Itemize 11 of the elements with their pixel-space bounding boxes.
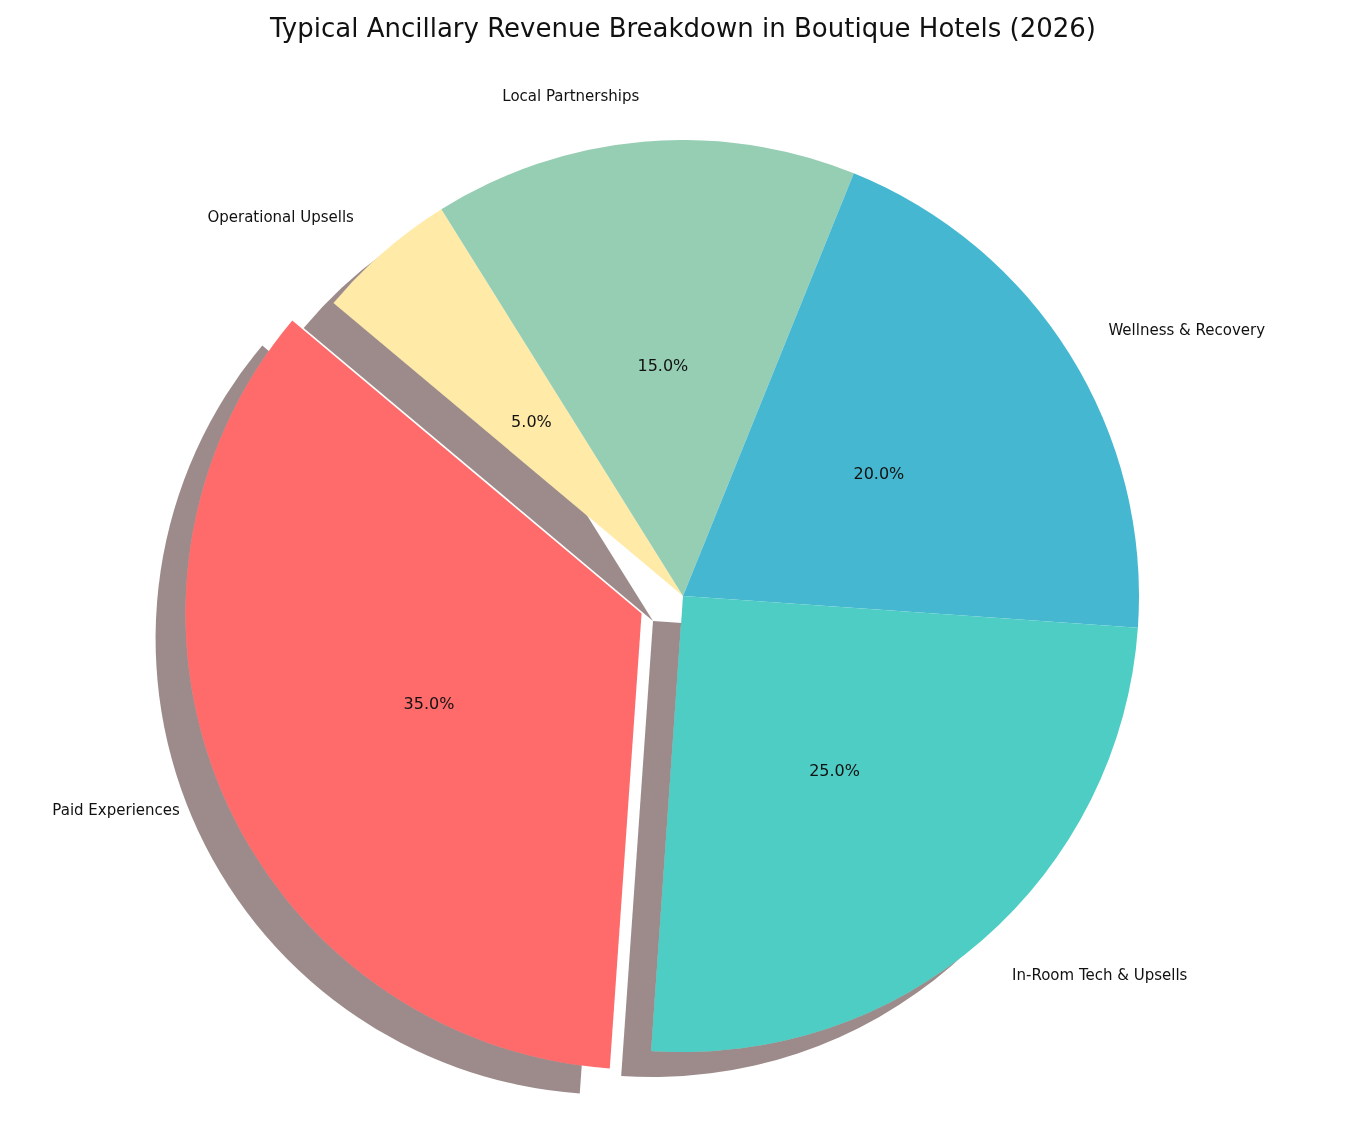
chart-title: Typical Ancillary Revenue Breakdown in Boutique Hotels (2026) xyxy=(268,13,1097,43)
slice-label: Operational Upsells xyxy=(207,208,355,227)
slice-label: Paid Experiences xyxy=(52,800,181,819)
slice-label: Local Partnerships xyxy=(502,87,640,106)
data-label: 25.0% xyxy=(809,760,860,780)
data-label: 20.0% xyxy=(853,464,905,484)
slice-label: In-Room Tech & Upsells xyxy=(1012,965,1188,984)
data-label: 15.0% xyxy=(637,356,689,376)
data-label: 35.0% xyxy=(403,694,455,714)
data-label: 5.0% xyxy=(511,412,552,432)
slice-label: Wellness & Recovery xyxy=(1108,321,1266,340)
